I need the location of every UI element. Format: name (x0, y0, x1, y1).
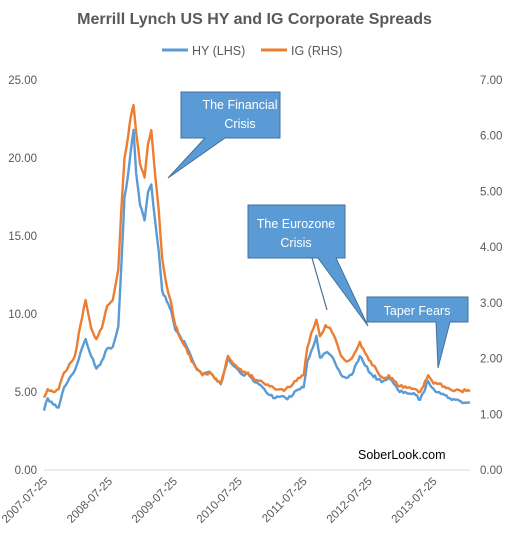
y-left-tick-label: 15.00 (8, 231, 37, 243)
annotation-financial-crisis: The Financial Crisis (167, 91, 281, 179)
y-left-tick-label: 10.00 (8, 309, 37, 321)
callout-financial-crisis-shape (167, 91, 281, 179)
y-right-tick-label: 5.00 (480, 186, 502, 198)
x-tick-label: 2008-07-25 (65, 476, 115, 526)
y-right-tick-label: 6.00 (480, 131, 502, 143)
x-tick-label: 2007-07-25 (0, 476, 50, 526)
callout-eurozone-crisis-shape (247, 204, 369, 327)
y-right-tick-label: 3.00 (480, 298, 502, 310)
callout-eurozone-pointer-line (311, 257, 328, 311)
y-right-tick-label: 7.00 (480, 75, 502, 87)
x-tick-label: 2011-07-25 (260, 476, 309, 525)
y-right-tick-label: 1.00 (480, 409, 502, 421)
callout-taper-fears-shape (366, 296, 469, 369)
callout-financial-crisis-line1: The Financial (202, 98, 277, 112)
source-credit: SoberLook.com (358, 448, 446, 462)
x-tick-label: 2013-07-25 (390, 476, 440, 526)
x-tick-label: 2012-07-25 (325, 476, 375, 526)
annotation-eurozone-crisis: The Eurozone Crisis (247, 204, 369, 327)
series-line-hy (42, 128, 471, 411)
callout-eurozone-crisis-line2: Crisis (280, 236, 311, 250)
x-tick-label: 2009-07-25 (130, 476, 180, 526)
callout-financial-crisis-line2: Crisis (224, 117, 255, 131)
callout-eurozone-crisis-line1: The Eurozone (257, 217, 336, 231)
x-axis: 2007-07-25 2008-07-25 2009-07-25 2010-07-25… (0, 476, 440, 526)
y-left-tick-label: 5.00 (15, 387, 37, 399)
y-right-tick-label: 2.00 (480, 354, 502, 366)
y-left-tick-label: 0.00 (15, 465, 37, 477)
series-line-ig (42, 103, 471, 399)
plot-series (42, 103, 471, 411)
chart-title: Merrill Lynch US HY and IG Corporate Spr… (77, 11, 432, 28)
y-right-tick-label: 4.00 (480, 242, 502, 254)
y-right-tick-label: 0.00 (480, 465, 502, 477)
legend-label-ig: IG (RHS) (291, 44, 342, 58)
y-left-tick-label: 25.00 (8, 75, 37, 87)
legend: HY (LHS) IG (RHS) (162, 44, 342, 58)
y-axis-left: 0.00 5.00 10.00 15.00 20.00 25.00 (8, 75, 37, 477)
y-axis-right: 0.00 1.00 2.00 3.00 4.00 5.00 6.00 7.00 (480, 75, 502, 477)
y-left-tick-label: 20.00 (8, 153, 37, 165)
annotation-taper-fears: Taper Fears (366, 296, 469, 369)
callout-taper-fears-line1: Taper Fears (384, 304, 451, 318)
legend-label-hy: HY (LHS) (192, 44, 245, 58)
x-tick-label: 2010-07-25 (195, 476, 245, 526)
